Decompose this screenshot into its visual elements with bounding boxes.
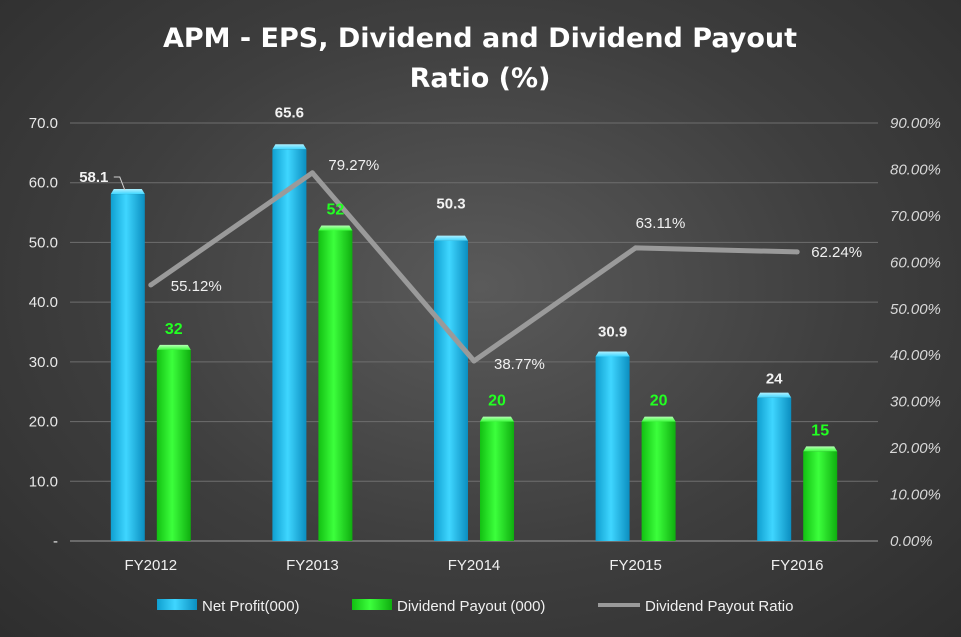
chart-title-line-2: Ratio (%): [410, 63, 551, 94]
bar-dividend-payout: [156, 349, 191, 541]
line-dividend-payout-ratio: [149, 170, 798, 364]
data-label-dividend-payout: 20: [650, 393, 668, 410]
y-right-tick-label: 50.00%: [890, 301, 941, 318]
y-right-tick-label: 40.00%: [890, 347, 941, 364]
data-label-dividend-payout: 52: [327, 201, 345, 218]
bar-net-profit-cap: [595, 351, 630, 357]
bar-net-profit-cap: [434, 235, 468, 241]
data-labels: 58.1 32 65.6 52 50.3 20 30.9 20 24 15 55.12% 79.27%…: [79, 104, 862, 439]
bar-dividend-payout-cap: [156, 344, 191, 350]
chart-title-line-1: APM - EPS, Dividend and Dividend Payout: [163, 23, 797, 54]
legend-label-dividend-payout: Dividend Payout (000): [397, 598, 545, 615]
y-right-tick-label: 30.00%: [890, 394, 941, 411]
right-axis: 0.00% 10.00% 20.00% 30.00% 40.00% 50.00% 60.00…: [889, 115, 941, 550]
x-tick-label: FY2013: [286, 557, 339, 574]
y-right-tick-label: 10.00%: [890, 487, 941, 504]
bar-net-profit: [595, 356, 630, 541]
bar-dividend-payout: [641, 421, 676, 541]
data-label-dividend-payout: 15: [811, 422, 829, 439]
y-right-tick-label: 20.00%: [889, 440, 941, 457]
bar-dividend-payout-cap: [480, 416, 514, 422]
x-tick-label: FY2016: [771, 557, 824, 574]
y-left-tick-label: 30.0: [29, 354, 58, 371]
y-right-tick-label: 80.00%: [890, 161, 941, 178]
category-axis: FY2012 FY2013 FY2014 FY2015 FY2016: [125, 557, 824, 574]
bar-net-profit-cap: [272, 144, 307, 150]
bar-net-profit: [757, 397, 792, 541]
data-label-payout-ratio: 79.27%: [328, 157, 379, 174]
bar-net-profit: [272, 149, 307, 541]
x-tick-label: FY2012: [125, 557, 178, 574]
line-point-payout-ratio: [309, 170, 315, 176]
y-right-tick-label: 60.00%: [890, 254, 941, 271]
line-point-payout-ratio: [794, 249, 800, 255]
data-label-net-profit: 30.9: [598, 323, 627, 340]
legend-item-payout-ratio: Dividend Payout Ratio: [598, 598, 793, 615]
bar-dividend-payout: [480, 421, 514, 541]
legend-label-payout-ratio: Dividend Payout Ratio: [645, 598, 793, 615]
line-point-payout-ratio: [633, 245, 639, 251]
bar-dividend-payout: [803, 451, 838, 541]
legend: Net Profit(000) Dividend Payout (000) Di…: [157, 598, 793, 615]
data-label-payout-ratio: 63.11%: [636, 215, 686, 232]
y-left-tick-label: 70.0: [29, 115, 58, 132]
x-tick-label: FY2014: [448, 557, 501, 574]
data-label-net-profit: 24: [766, 371, 783, 388]
y-left-tick-label: 10.0: [29, 473, 58, 490]
data-label-dividend-payout: 32: [165, 321, 183, 338]
legend-item-dividend-payout: Dividend Payout (000): [352, 598, 545, 615]
data-label-payout-ratio: 62.24%: [811, 244, 862, 261]
y-left-tick-label: 60.0: [29, 175, 58, 192]
y-left-tick-label: -: [53, 533, 58, 550]
bar-net-profit-cap: [757, 392, 792, 398]
bars: [110, 144, 838, 541]
y-left-tick-label: 20.0: [29, 414, 58, 431]
line-point-payout-ratio: [148, 282, 154, 288]
data-label-payout-ratio: 38.77%: [494, 356, 545, 373]
left-axis: - 10.0 20.0 30.0 40.0 50.0 60.0 70.0: [29, 115, 58, 550]
y-left-tick-label: 50.0: [29, 234, 58, 251]
y-right-tick-label: 0.00%: [890, 533, 933, 550]
bar-dividend-payout: [318, 230, 353, 541]
label-leader-line: [113, 176, 126, 191]
y-left-tick-label: 40.0: [29, 294, 58, 311]
y-right-tick-label: 90.00%: [890, 115, 941, 132]
bar-net-profit-cap: [110, 189, 145, 195]
data-label-net-profit: 65.6: [275, 104, 304, 121]
legend-swatch-dividend-payout: [352, 599, 392, 610]
legend-label-net-profit: Net Profit(000): [202, 598, 300, 615]
bar-dividend-payout-cap: [641, 416, 676, 422]
ratio-line: [148, 170, 800, 364]
legend-swatch-net-profit: [157, 599, 197, 610]
line-point-payout-ratio: [471, 358, 477, 364]
x-tick-label: FY2015: [609, 557, 662, 574]
bar-net-profit: [110, 194, 145, 541]
gridlines: [70, 122, 878, 542]
data-label-dividend-payout: 20: [488, 393, 506, 410]
data-label-net-profit: 58.1: [79, 169, 108, 186]
data-label-payout-ratio: 55.12%: [171, 278, 222, 295]
y-right-tick-label: 70.00%: [890, 208, 941, 225]
data-label-net-profit: 50.3: [436, 196, 465, 213]
bar-net-profit: [434, 240, 468, 541]
legend-item-net-profit: Net Profit(000): [157, 598, 300, 615]
bar-dividend-payout-cap: [803, 446, 838, 452]
bar-dividend-payout-cap: [318, 225, 353, 231]
